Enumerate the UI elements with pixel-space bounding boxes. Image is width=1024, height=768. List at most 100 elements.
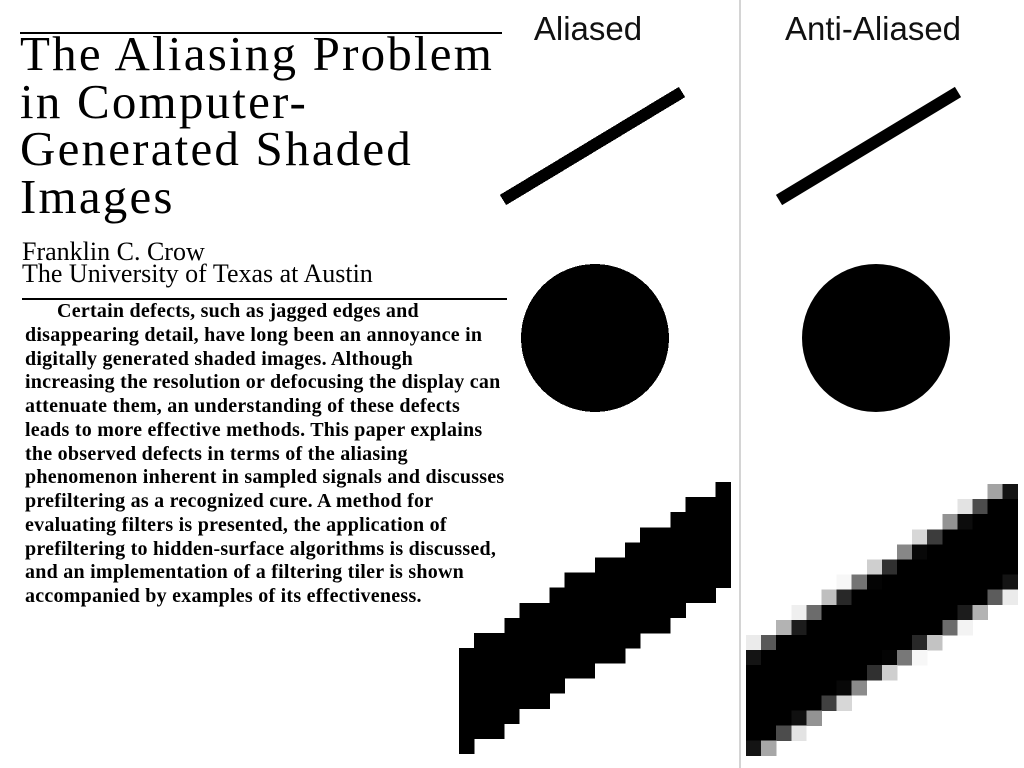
aliased-pixel xyxy=(700,542,716,558)
anti-aliased-pixel xyxy=(761,710,777,726)
aliased-pixel xyxy=(504,708,520,724)
aliased-pixel xyxy=(640,542,656,558)
aliased-pixel xyxy=(625,633,641,649)
anti-aliased-pixel xyxy=(791,650,807,666)
anti-aliased-pixel xyxy=(1002,589,1019,606)
aliased-pixel xyxy=(504,678,520,694)
anti-aliased-pixel xyxy=(957,514,973,530)
aliased-pixel xyxy=(594,557,611,573)
anti-aliased-pixel xyxy=(851,619,868,636)
anti-aliased-pixel xyxy=(806,680,822,696)
anti-aliased-pixel xyxy=(987,559,1003,575)
anti-aliased-pixel xyxy=(942,574,958,590)
anti-aliased-pixel xyxy=(927,589,943,606)
aliased-pixel xyxy=(670,587,686,604)
anti-aliased-pixel xyxy=(897,589,913,606)
aliased-pixel xyxy=(700,512,716,528)
anti-aliased-circle xyxy=(802,264,950,412)
aliased-pixel xyxy=(549,602,565,619)
anti-aliased-pixel xyxy=(927,574,943,590)
aliased-magnified-line xyxy=(459,482,732,755)
aliased-pixel xyxy=(625,617,641,634)
aliased-pixel xyxy=(610,587,626,604)
anti-aliased-pixel xyxy=(836,589,852,606)
aliased-pixel xyxy=(564,633,581,649)
aliased-pixel xyxy=(685,557,701,573)
anti-aliased-pixel xyxy=(972,559,988,575)
aliased-pixel xyxy=(474,648,490,664)
anti-aliased-pixel xyxy=(791,725,807,741)
aliased-pixel xyxy=(549,648,565,664)
aliased-pixel xyxy=(534,693,550,709)
title-line: The Aliasing Problem xyxy=(20,26,495,81)
anti-aliased-pixel xyxy=(746,665,762,681)
aliased-pixel xyxy=(474,678,490,694)
abstract-line: phenomenon inherent in sampled signals a… xyxy=(25,466,505,489)
anti-aliased-pixel xyxy=(897,604,913,621)
aliased-pixel xyxy=(549,663,565,679)
aliased-pixel xyxy=(670,542,686,558)
aliased-pixel xyxy=(640,527,656,543)
abstract-line: evaluating filters is presented, the app… xyxy=(25,513,447,536)
aliased-pixel xyxy=(685,542,701,558)
aliased-pixel xyxy=(625,572,641,588)
anti-aliased-pixel xyxy=(897,544,913,560)
anti-aliased-pixel xyxy=(942,619,958,636)
abstract-rule xyxy=(22,298,507,300)
aliased-pixel xyxy=(549,678,565,694)
aliased-pixel xyxy=(474,663,490,679)
author-affiliation: The University of Texas at Austin xyxy=(22,259,373,288)
aliasing-figure xyxy=(459,86,1019,757)
aliased-pixel xyxy=(655,572,671,588)
anti-aliased-pixel xyxy=(776,650,792,666)
anti-aliased-magnified-line xyxy=(746,484,1019,757)
anti-aliased-pixel xyxy=(942,559,958,575)
anti-aliased-pixel xyxy=(791,635,807,651)
abstract-line: attenuate them, an understanding of thes… xyxy=(25,395,461,417)
anti-aliased-pixel xyxy=(851,665,868,681)
anti-aliased-pixel xyxy=(866,589,883,606)
aliased-pixel xyxy=(489,708,505,724)
aliased-pixel xyxy=(625,602,641,619)
anti-aliased-pixel xyxy=(987,499,1003,515)
anti-aliased-pixel xyxy=(972,499,988,515)
anti-aliased-pixel xyxy=(761,635,777,651)
aliased-pixel xyxy=(700,572,716,588)
anti-aliased-pixel xyxy=(1002,484,1019,500)
aliased-pixel xyxy=(610,648,626,664)
aliased-pixel xyxy=(564,572,581,588)
anti-aliased-pixel xyxy=(957,604,973,621)
anti-aliased-pixel xyxy=(957,589,973,606)
aliased-pixel xyxy=(534,633,550,649)
anti-aliased-pixel xyxy=(806,710,822,726)
top-rule xyxy=(20,32,502,34)
aliased-pixel xyxy=(670,527,686,543)
aliased-pixel xyxy=(459,738,475,755)
anti-aliased-pixel xyxy=(942,514,958,530)
abstract-line: disappearing detail, have long been an a… xyxy=(25,323,483,346)
aliased-pixel xyxy=(655,587,671,604)
abstract: Certain defects, such as jagged edges an… xyxy=(25,300,504,609)
aliased-pixel xyxy=(474,693,490,709)
anti-aliased-pixel xyxy=(972,589,988,606)
aliased-pixel xyxy=(459,708,475,724)
anti-aliased-pixel xyxy=(927,604,943,621)
aliased-pixel xyxy=(640,572,656,588)
aliased-pixel xyxy=(579,633,596,649)
aliased-pixel xyxy=(519,617,535,634)
aliased-pixel xyxy=(489,648,505,664)
anti-aliased-pixel xyxy=(761,650,777,666)
anti-aliased-pixel xyxy=(746,725,762,741)
abstract-line: prefiltering to hidden-surface algorithm… xyxy=(25,537,497,560)
abstract-line: and an implementation of a filtering til… xyxy=(25,561,465,584)
anti-aliased-pixel xyxy=(1002,514,1019,530)
anti-aliased-pixel xyxy=(897,635,913,651)
anti-aliased-pixel xyxy=(851,650,868,666)
aliased-pixel xyxy=(519,648,535,664)
anti-aliased-pixel xyxy=(821,619,837,636)
aliased-pixel xyxy=(504,633,520,649)
aliased-pixel xyxy=(519,693,535,709)
anti-aliased-pixel xyxy=(942,589,958,606)
anti-aliased-pixel xyxy=(957,619,973,636)
aliased-pixel xyxy=(534,617,550,634)
